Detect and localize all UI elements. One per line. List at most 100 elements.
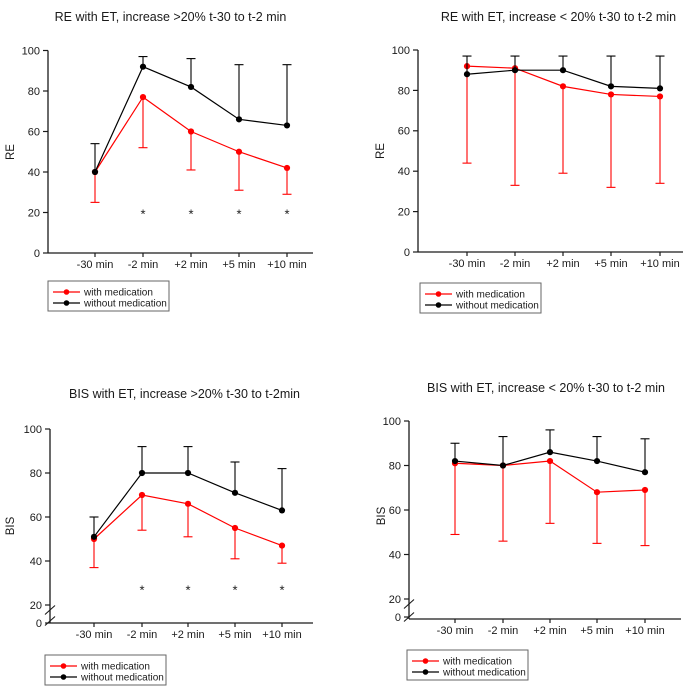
chart-bis-increase-lt20: 0 20 40 60 80 100 -30 min -2 min +2 min +5 min +10…: [376, 416, 681, 681]
legend-box: [44, 654, 167, 686]
significance-asterisk: *: [185, 582, 190, 597]
series-marker-without-medication: [463, 71, 471, 78]
panel-re-increase-lt20: 0 20 40 60 80 100 -30 min -2 min +2 min +5 min +10…: [343, 0, 685, 348]
y-tick-label: 80: [398, 85, 410, 97]
legend-swatch-marker: [63, 289, 70, 295]
significance-asterisk: *: [279, 582, 284, 597]
x-tick-label: -2 min: [128, 259, 159, 271]
x-tick-label: +5 min: [580, 625, 613, 637]
y-tick-label: 100: [392, 45, 410, 57]
y-tick-label: 40: [28, 167, 40, 179]
series-marker-without-medication: [511, 67, 519, 74]
legend-swatch-marker: [60, 663, 67, 669]
legend-swatch-marker: [60, 674, 67, 680]
series-marker-without-medication: [546, 449, 554, 456]
series-marker-without-medication: [656, 85, 664, 92]
axis-break-slash: [403, 612, 415, 622]
chart-re-increase-lt20: 0 20 40 60 80 100 -30 min -2 min +2 min +5 min +10…: [375, 45, 683, 314]
y-axis-title: RE: [5, 144, 17, 160]
legend-box: [406, 649, 529, 681]
x-tick-label: +5 min: [222, 259, 255, 271]
series-marker-without-medication: [593, 457, 601, 465]
legend-label: without medication: [83, 299, 167, 310]
series-marker-without-medication: [278, 507, 286, 514]
x-tick-label: +10 min: [267, 259, 306, 271]
x-tick-label: +10 min: [640, 258, 679, 270]
y-tick-label: 20: [389, 594, 401, 606]
panel-bis-increase-lt20: 0 20 40 60 80 100 -30 min -2 min +2 min +5 min +10…: [343, 348, 685, 696]
y-axis-title: BIS: [376, 506, 388, 525]
series-marker-with-medication: [235, 148, 243, 155]
legend-label: with medication: [83, 288, 153, 299]
series-marker-with-medication: [593, 489, 601, 496]
x-tick-label: -2 min: [488, 625, 519, 637]
panel-re-increase-gt20: 0 20 40 60 80 100 -30 min -2 min +2 min +5 min +10…: [0, 0, 342, 348]
legend-box: [419, 282, 542, 314]
y-tick-label: 0: [404, 247, 410, 259]
series-marker-without-medication: [91, 168, 99, 176]
legend-swatch-marker: [422, 658, 429, 664]
y-tick-label: 80: [28, 86, 40, 98]
chart-title: BIS with ET, increase >20% t-30 to t-2mi…: [68, 387, 300, 401]
y-tick-label: 40: [398, 166, 410, 178]
significance-asterisk: *: [232, 582, 237, 597]
series-marker-with-medication: [546, 457, 554, 465]
series-marker-without-medication: [187, 83, 195, 91]
legend-swatch-marker: [435, 291, 442, 297]
series-marker-without-medication: [184, 469, 192, 477]
series-marker-with-medication: [283, 164, 291, 172]
series-marker-with-medication: [184, 500, 192, 507]
y-tick-label: 60: [389, 505, 401, 517]
y-axis-title: BIS: [5, 516, 17, 535]
series-marker-with-medication: [139, 93, 147, 101]
series-marker-with-medication: [607, 91, 615, 98]
y-tick-label: 100: [22, 45, 40, 57]
y-axis-title: RE: [375, 143, 387, 159]
y-tick-label: 0: [395, 612, 401, 624]
series-marker-without-medication: [607, 83, 615, 90]
legend-box: [47, 280, 170, 312]
significance-asterisk: *: [236, 206, 241, 221]
series-marker-with-medication: [187, 128, 195, 135]
panel-bis-increase-gt20: 0 20 40 60 80 100 -30 min -2 min +2 min +5 min +10…: [0, 348, 342, 696]
y-tick-label: 60: [398, 126, 410, 138]
x-tick-label: -30 min: [437, 625, 474, 637]
series-marker-without-medication: [559, 67, 567, 74]
x-tick-label: -30 min: [77, 259, 114, 271]
chart-bis-increase-gt20: 0 20 40 60 80 100 -30 min -2 min +2 min +5 min +10…: [5, 424, 313, 686]
x-tick-label: -30 min: [76, 629, 113, 641]
chart-re-increase-gt20: 0 20 40 60 80 100 -30 min -2 min +2 min +5 min +10…: [5, 45, 313, 312]
y-tick-label: 0: [34, 248, 40, 260]
significance-asterisk: *: [284, 206, 289, 221]
legend-swatch-marker: [63, 300, 70, 306]
y-tick-label: 100: [24, 424, 42, 436]
x-tick-label: -2 min: [127, 629, 158, 641]
series-marker-without-medication: [499, 462, 507, 469]
legend-label: without medication: [80, 673, 164, 684]
legend-label: with medication: [455, 290, 525, 301]
x-tick-label: -2 min: [500, 258, 531, 270]
chart-title: RE with ET, increase < 20% t-30 to t-2 m…: [440, 10, 677, 24]
y-tick-label: 60: [30, 512, 42, 524]
series-marker-with-medication: [641, 486, 649, 494]
series-marker-without-medication: [231, 489, 239, 496]
legend-label: without medication: [442, 668, 526, 679]
axis-break-slash: [403, 599, 415, 609]
series-marker-without-medication: [283, 122, 291, 129]
chart-title: RE with ET, increase >20% t-30 to t-2 mi…: [54, 10, 287, 24]
series-marker-without-medication: [139, 63, 147, 70]
y-tick-label: 40: [389, 549, 401, 561]
x-tick-label: +2 min: [171, 629, 204, 641]
legend-label: with medication: [442, 657, 512, 668]
x-tick-label: +2 min: [546, 258, 579, 270]
y-tick-label: 20: [28, 207, 40, 219]
legend-swatch-marker: [435, 302, 442, 308]
series-marker-without-medication: [90, 533, 98, 540]
x-tick-label: +10 min: [625, 625, 664, 637]
y-tick-label: 0: [36, 618, 42, 630]
series-marker-without-medication: [451, 457, 459, 465]
series-marker-with-medication: [138, 491, 146, 499]
y-tick-label: 20: [398, 206, 410, 218]
significance-asterisk: *: [140, 206, 145, 221]
